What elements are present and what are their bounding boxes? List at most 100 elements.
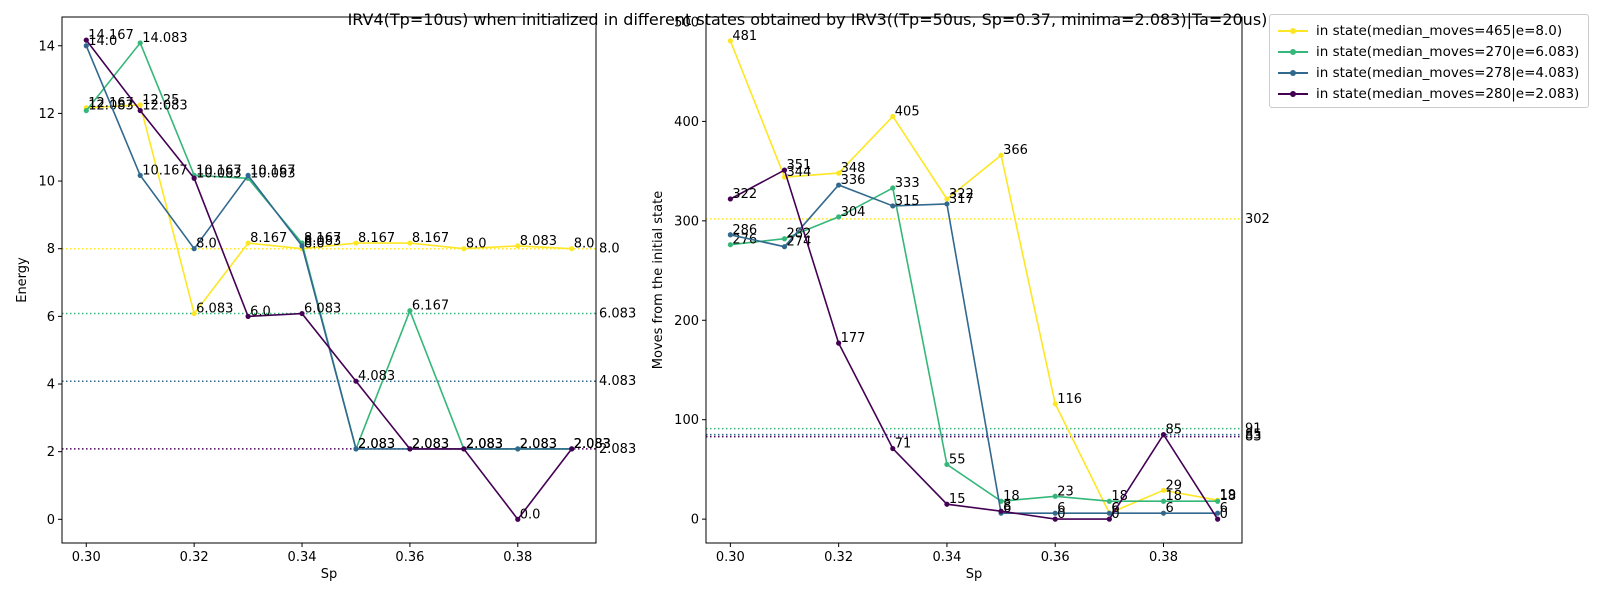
data-label: 10.083 — [196, 166, 242, 181]
data-label: 10.167 — [142, 163, 188, 178]
data-point — [1052, 510, 1058, 516]
data-label: 8.083 — [304, 234, 341, 249]
data-point — [191, 246, 197, 252]
x-axis-label: Sp — [966, 567, 983, 582]
data-label: 8.0 — [196, 237, 217, 252]
data-point — [1052, 493, 1058, 499]
data-point — [515, 243, 521, 249]
data-label: 4.083 — [358, 369, 395, 384]
data-point — [569, 246, 575, 252]
data-point — [836, 182, 842, 188]
data-point — [727, 232, 733, 238]
x-tick-label: 0.32 — [180, 550, 209, 565]
y-tick-label: 100 — [674, 413, 699, 428]
data-label: 8.167 — [250, 231, 287, 246]
data-point — [836, 340, 842, 346]
data-label: 351 — [787, 158, 812, 173]
series-line-3 — [730, 184, 1218, 515]
reference-line-label-2: 6.083 — [599, 307, 636, 322]
data-label: 322 — [732, 187, 757, 202]
data-label: 304 — [841, 205, 866, 220]
y-tick-label: 300 — [674, 214, 699, 229]
data-point — [998, 508, 1004, 514]
data-label: 8.0 — [304, 237, 325, 252]
data-point — [245, 240, 251, 246]
data-point — [407, 308, 413, 314]
x-tick-label: 0.30 — [72, 550, 101, 565]
data-label: 19 — [1220, 488, 1237, 503]
data-point — [137, 172, 143, 179]
data-point — [890, 113, 896, 120]
data-point — [353, 378, 359, 384]
data-point — [515, 516, 521, 522]
y-tick-label: 8 — [47, 242, 55, 257]
data-label: 18 — [1003, 489, 1020, 504]
data-label: 348 — [841, 161, 866, 176]
data-point — [299, 310, 305, 317]
data-label: 2.083 — [412, 437, 449, 452]
data-label: 333 — [895, 176, 920, 191]
data-label: 0 — [1111, 507, 1119, 522]
data-point — [245, 313, 251, 319]
data-point — [83, 43, 89, 49]
data-label: 6.167 — [412, 299, 449, 314]
data-label: 12.083 — [142, 99, 188, 114]
series-line-4 — [730, 168, 1219, 520]
data-point — [137, 107, 143, 114]
data-label: 85 — [1165, 423, 1182, 438]
data-label: 14.083 — [142, 31, 188, 46]
data-point — [353, 240, 359, 246]
y-axis-label: Energy — [15, 257, 30, 303]
data-point — [836, 214, 842, 220]
x-tick-label: 0.36 — [395, 550, 424, 565]
data-label: 336 — [841, 173, 866, 188]
data-point — [353, 446, 359, 452]
data-label: 10.167 — [196, 163, 242, 178]
data-label: 18 — [1220, 489, 1237, 504]
legend-marker-4 — [1290, 91, 1296, 97]
data-label: 2.083 — [574, 437, 611, 452]
data-label: 6.083 — [304, 302, 341, 317]
data-point — [890, 445, 896, 452]
data-label: 6 — [1165, 501, 1173, 516]
y-tick-label: 400 — [674, 115, 699, 130]
data-point — [944, 501, 950, 507]
data-point — [83, 107, 89, 114]
data-label: 322 — [949, 187, 974, 202]
data-label: 2.083 — [466, 437, 503, 452]
data-label: 317 — [949, 192, 974, 207]
data-label: 2.083 — [520, 437, 557, 452]
legend-label-4: in state(median_moves=280|e=2.083) — [1316, 86, 1580, 102]
data-label: 8.167 — [358, 231, 395, 246]
legend-marker-1 — [1290, 28, 1296, 34]
y-tick-label: 2 — [47, 445, 55, 460]
data-point — [1052, 401, 1058, 407]
legend-marker-3 — [1290, 70, 1296, 76]
reference-line-label-1: 8.0 — [599, 242, 620, 257]
data-point — [83, 37, 89, 43]
data-point — [1215, 516, 1221, 522]
data-point — [137, 40, 143, 46]
data-point — [407, 446, 413, 452]
data-label: 55 — [949, 452, 966, 467]
data-label: 344 — [787, 165, 812, 180]
data-label: 8.083 — [520, 234, 557, 249]
data-point — [1106, 510, 1112, 516]
data-label: 10.083 — [250, 166, 296, 181]
data-label: 29 — [1165, 478, 1182, 493]
legend-item-4: in state(median_moves=280|e=2.083) — [1270, 84, 1588, 104]
data-point — [1160, 432, 1167, 438]
data-label: 116 — [1057, 392, 1082, 407]
y-tick-label: 0 — [691, 513, 699, 528]
data-point — [515, 446, 521, 452]
data-label: 366 — [1003, 143, 1028, 158]
data-label: 405 — [895, 104, 920, 119]
figure-title: IRV4(Tp=10us) when initialized in differ… — [347, 10, 1268, 29]
x-tick-label: 0.38 — [503, 550, 532, 565]
data-point — [299, 243, 305, 249]
data-point — [781, 236, 788, 242]
reference-line-label-3: 85 — [1245, 428, 1262, 443]
data-label: 10.167 — [250, 163, 296, 178]
series-line-4 — [85, 39, 573, 521]
